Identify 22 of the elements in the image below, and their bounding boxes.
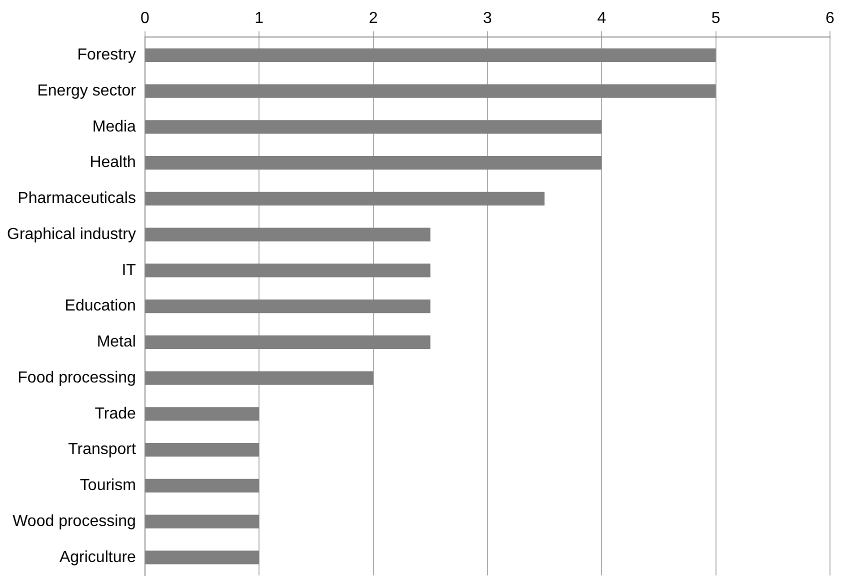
y-tick-label: IT	[122, 262, 136, 279]
y-tick-label: Media	[92, 118, 136, 136]
x-tick-label: 5	[711, 10, 720, 28]
y-tick-label: Education	[64, 298, 136, 315]
y-tick-label: Trade	[94, 405, 136, 422]
y-tick-label: Forestry	[77, 46, 136, 64]
y-tick-label: Graphical industry	[6, 226, 136, 243]
y-tick-label: Health	[90, 154, 136, 172]
y-tick-label: Pharmaceuticals	[18, 190, 136, 208]
y-tick-label: Metal	[96, 334, 136, 351]
x-tick-label: 3	[483, 10, 492, 28]
y-tick-label: Energy sector	[37, 82, 137, 100]
x-tick-label: 6	[826, 10, 835, 28]
x-tick-label: 0	[140, 10, 150, 28]
x-tick-label: 2	[368, 10, 378, 28]
y-tick-label: Agriculture	[59, 548, 136, 566]
y-tick-label: Wood processing	[12, 512, 136, 530]
y-tick-label: Transport	[68, 441, 136, 458]
x-tick-label: 4	[597, 10, 606, 28]
y-tick-label: Tourism	[80, 477, 136, 494]
y-tick-label: Food processing	[18, 369, 136, 386]
x-tick-label: 1	[254, 10, 264, 28]
